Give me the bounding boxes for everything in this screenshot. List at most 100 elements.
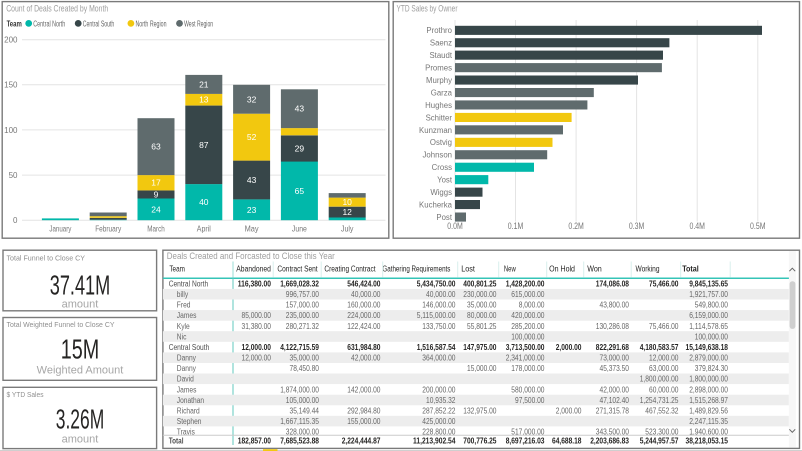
svg-text:Danny: Danny (177, 354, 196, 363)
svg-text:Kucherka: Kucherka (419, 200, 453, 209)
svg-text:75,466.00: 75,466.00 (649, 322, 679, 331)
svg-text:174,086.08: 174,086.08 (596, 280, 630, 289)
svg-text:Won: Won (587, 265, 602, 274)
svg-text:Deals Created and Forcasted to: Deals Created and Forcasted to Close thi… (167, 251, 335, 261)
svg-text:467,552.32: 467,552.32 (645, 407, 679, 416)
svg-text:May: May (245, 225, 259, 234)
svg-text:200: 200 (4, 36, 18, 45)
svg-text:580,000.00: 580,000.00 (511, 385, 545, 394)
svg-text:Post: Post (436, 213, 452, 222)
svg-text:Garza: Garza (431, 88, 453, 97)
svg-text:Total Funnel to Close CY: Total Funnel to Close CY (7, 254, 86, 263)
svg-text:75,466.00: 75,466.00 (649, 280, 679, 289)
svg-text:Travis: Travis (177, 428, 195, 437)
svg-text:2,247,115.35: 2,247,115.35 (689, 417, 728, 426)
svg-text:292,984.80: 292,984.80 (347, 407, 381, 416)
svg-text:42,000.00: 42,000.00 (600, 385, 630, 394)
svg-text:549,800.00: 549,800.00 (695, 301, 729, 310)
svg-text:Saenz: Saenz (430, 39, 452, 48)
svg-text:615,000.00: 615,000.00 (511, 290, 545, 299)
svg-text:4,122,715.59: 4,122,715.59 (280, 343, 319, 352)
svg-text:35,000.00: 35,000.00 (290, 354, 320, 363)
svg-text:February: February (95, 225, 121, 234)
svg-text:122,424.00: 122,424.00 (347, 322, 381, 331)
svg-text:40: 40 (199, 197, 209, 207)
svg-text:$ YTD Sales: $ YTD Sales (7, 390, 44, 399)
svg-text:116,380.00: 116,380.00 (238, 280, 272, 289)
svg-text:15M: 15M (61, 333, 100, 364)
svg-text:37.41M: 37.41M (50, 270, 111, 301)
svg-text:Hughes: Hughes (425, 101, 452, 110)
svg-text:133,750.00: 133,750.00 (422, 322, 456, 331)
svg-text:1,515,268.97: 1,515,268.97 (689, 396, 728, 405)
svg-text:147,975.00: 147,975.00 (463, 343, 497, 352)
svg-text:200,000.00: 200,000.00 (422, 385, 456, 394)
svg-text:21: 21 (199, 79, 209, 89)
svg-text:47,102.40: 47,102.40 (600, 396, 630, 405)
svg-text:Johnson: Johnson (423, 151, 452, 160)
svg-text:364,000.00: 364,000.00 (422, 354, 456, 363)
svg-text:1,516,587.54: 1,516,587.54 (417, 343, 456, 352)
svg-text:Weighted Amount: Weighted Amount (37, 365, 124, 377)
svg-text:182,857.00: 182,857.00 (238, 437, 272, 446)
svg-text:271,315.78: 271,315.78 (596, 407, 630, 416)
svg-text:West Region: West Region (184, 19, 213, 28)
svg-text:Jonathan: Jonathan (177, 396, 204, 405)
svg-text:0.0M: 0.0M (447, 221, 463, 231)
svg-text:Schitter: Schitter (426, 113, 453, 122)
svg-text:43,800.00: 43,800.00 (600, 301, 630, 310)
svg-text:6,159,000.00: 6,159,000.00 (689, 311, 728, 320)
svg-text:38,218,053.15: 38,218,053.15 (686, 437, 729, 446)
svg-text:64,688.18: 64,688.18 (552, 437, 582, 446)
svg-text:David: David (177, 375, 194, 384)
svg-text:822,291.68: 822,291.68 (596, 343, 630, 352)
svg-text:45,373.50: 45,373.50 (600, 364, 630, 373)
svg-text:130,286.08: 130,286.08 (596, 322, 630, 331)
svg-text:Kunzman: Kunzman (419, 126, 452, 135)
svg-text:Count of Deals Created by Mont: Count of Deals Created by Month (6, 4, 108, 15)
svg-text:42,000.00: 42,000.00 (351, 354, 381, 363)
svg-text:230,000.00: 230,000.00 (463, 290, 497, 299)
svg-text:Central North: Central North (33, 19, 65, 28)
svg-text:63: 63 (151, 142, 161, 152)
svg-text:105,000.00: 105,000.00 (286, 396, 320, 405)
svg-text:55,801.25: 55,801.25 (467, 322, 497, 331)
svg-text:1,667,115.35: 1,667,115.35 (280, 417, 319, 426)
svg-text:523,300.00: 523,300.00 (645, 428, 679, 437)
svg-text:July: July (341, 225, 354, 234)
svg-text:Yost: Yost (437, 176, 453, 185)
svg-text:400,801.25: 400,801.25 (463, 280, 497, 289)
svg-text:63,000.00: 63,000.00 (649, 364, 679, 373)
svg-text:12,000.00: 12,000.00 (242, 354, 272, 363)
svg-text:amount: amount (62, 434, 99, 446)
svg-text:8,697,216.03: 8,697,216.03 (506, 437, 545, 446)
svg-text:Stephen: Stephen (177, 417, 202, 426)
svg-text:32: 32 (247, 94, 257, 104)
svg-text:35,000.00: 35,000.00 (467, 301, 497, 310)
svg-text:24: 24 (151, 204, 161, 214)
svg-text:Cross: Cross (432, 163, 452, 172)
svg-text:100,000.00: 100,000.00 (511, 332, 545, 341)
svg-text:3,713,500.00: 3,713,500.00 (506, 343, 545, 352)
svg-text:280,271.32: 280,271.32 (286, 322, 320, 331)
svg-text:0.2M: 0.2M (568, 221, 584, 231)
svg-text:Team: Team (7, 19, 22, 28)
svg-text:60,000.00: 60,000.00 (649, 385, 679, 394)
svg-text:2,898,000.00: 2,898,000.00 (689, 385, 728, 394)
svg-text:Ostvig: Ostvig (430, 138, 452, 147)
svg-text:Lost: Lost (461, 265, 475, 274)
svg-text:343,500.00: 343,500.00 (596, 428, 630, 437)
svg-text:11,213,902.54: 11,213,902.54 (413, 437, 456, 446)
svg-text:June: June (292, 225, 307, 234)
svg-text:700,776.25: 700,776.25 (463, 437, 497, 446)
svg-text:31,380.00: 31,380.00 (242, 322, 272, 331)
svg-text:2,341,000.00: 2,341,000.00 (506, 354, 545, 363)
svg-text:85,000.00: 85,000.00 (242, 311, 272, 320)
svg-text:142,000.00: 142,000.00 (347, 385, 381, 394)
svg-text:13: 13 (199, 95, 209, 105)
svg-text:379,824.30: 379,824.30 (695, 364, 729, 373)
svg-text:235,000.00: 235,000.00 (286, 311, 320, 320)
svg-text:1,489,829.56: 1,489,829.56 (689, 407, 728, 416)
svg-text:0.1M: 0.1M (508, 221, 524, 231)
svg-text:Working: Working (636, 265, 660, 274)
